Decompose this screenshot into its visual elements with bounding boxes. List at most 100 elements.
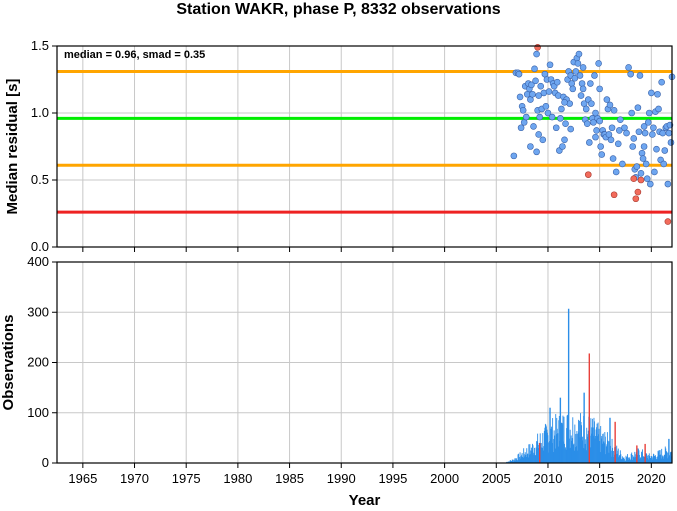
data-point <box>596 117 603 125</box>
y-tick-label: 1.5 <box>31 38 49 53</box>
data-point <box>586 139 593 146</box>
data-point <box>639 155 647 162</box>
data-point <box>612 168 620 176</box>
data-point <box>552 124 560 132</box>
data-point <box>638 149 646 157</box>
data-point <box>650 124 657 132</box>
data-point <box>667 139 675 146</box>
data-point <box>655 105 662 113</box>
x-tick-label: 1980 <box>223 471 252 486</box>
data-point <box>619 160 626 168</box>
y-tick-label: 0.5 <box>31 172 49 187</box>
outlier-point <box>637 176 645 184</box>
outlier-point <box>610 191 618 199</box>
data-point <box>658 78 665 86</box>
data-point <box>588 100 595 107</box>
data-point <box>574 60 582 67</box>
data-point <box>641 129 649 137</box>
data-point <box>515 70 523 78</box>
data-point <box>561 98 568 106</box>
x-tick-label: 2000 <box>430 471 459 486</box>
data-point <box>529 90 536 98</box>
data-point <box>533 148 540 156</box>
data-point <box>582 105 590 113</box>
y-tick-label: 200 <box>27 355 49 370</box>
data-point <box>623 129 630 137</box>
data-point <box>576 72 584 79</box>
data-point <box>654 90 661 98</box>
data-point <box>533 50 540 58</box>
data-point <box>569 85 577 93</box>
data-point <box>572 68 580 75</box>
data-point <box>664 180 672 188</box>
data-point <box>557 115 564 122</box>
data-point <box>597 143 604 150</box>
data-point <box>598 151 606 158</box>
x-tick-label: 1975 <box>172 471 201 486</box>
outlier-point <box>634 188 642 196</box>
data-point <box>571 74 579 82</box>
y-tick-label: 1.0 <box>31 105 49 120</box>
x-tick-label: 1985 <box>275 471 304 486</box>
data-point <box>544 109 552 117</box>
data-point <box>535 131 542 138</box>
data-point <box>628 109 635 117</box>
data-point <box>591 72 598 79</box>
data-point <box>649 131 656 138</box>
x-tick-label: 1970 <box>120 471 149 486</box>
y-tick-label: 0 <box>42 455 49 470</box>
data-point <box>546 61 554 69</box>
data-point <box>629 143 637 150</box>
data-point <box>606 101 614 109</box>
x-tick-label: 2010 <box>534 471 563 486</box>
x-tick-label: 1995 <box>378 471 407 486</box>
data-point <box>522 113 530 121</box>
data-point <box>665 129 673 137</box>
data-point <box>640 143 648 150</box>
data-point <box>542 103 550 110</box>
data-point <box>609 155 617 162</box>
y-axis-title-residual: Median residual [s] <box>4 79 21 215</box>
data-point <box>630 135 638 142</box>
data-point <box>645 109 653 117</box>
data-point <box>545 88 553 95</box>
outlier-point <box>534 44 541 51</box>
data-point <box>644 119 652 126</box>
data-point <box>510 152 518 160</box>
data-point <box>530 123 537 130</box>
data-point <box>640 123 648 130</box>
data-point <box>593 127 600 134</box>
data-point <box>596 85 603 93</box>
data-point <box>607 136 615 144</box>
data-point <box>539 136 547 144</box>
y-tick-label: 300 <box>27 304 49 319</box>
data-point <box>553 78 561 86</box>
data-point <box>578 80 586 87</box>
data-point <box>531 65 538 73</box>
data-point <box>579 64 587 71</box>
x-axis-title: Year <box>349 492 381 509</box>
data-point <box>659 129 666 137</box>
data-point <box>614 140 622 148</box>
data-point <box>527 143 534 150</box>
data-point <box>535 92 542 99</box>
data-point <box>577 92 585 99</box>
data-point <box>568 80 576 87</box>
data-point <box>646 180 654 188</box>
outlier-point <box>632 195 640 203</box>
data-point <box>651 168 658 176</box>
data-point <box>610 107 618 114</box>
data-point <box>579 85 587 93</box>
data-point <box>635 128 643 136</box>
data-point <box>643 175 651 182</box>
outlier-point <box>584 171 592 178</box>
outlier-point <box>630 175 638 182</box>
residual-panel: 0.0 0.5 1.0 1.5 <box>31 38 676 254</box>
data-point <box>587 80 594 87</box>
x-tick-label: 1965 <box>68 471 97 486</box>
chart-title: Station WAKR, phase P, 8332 observations <box>176 1 501 18</box>
data-point <box>608 124 616 132</box>
data-point <box>561 136 568 144</box>
data-point <box>661 147 669 154</box>
